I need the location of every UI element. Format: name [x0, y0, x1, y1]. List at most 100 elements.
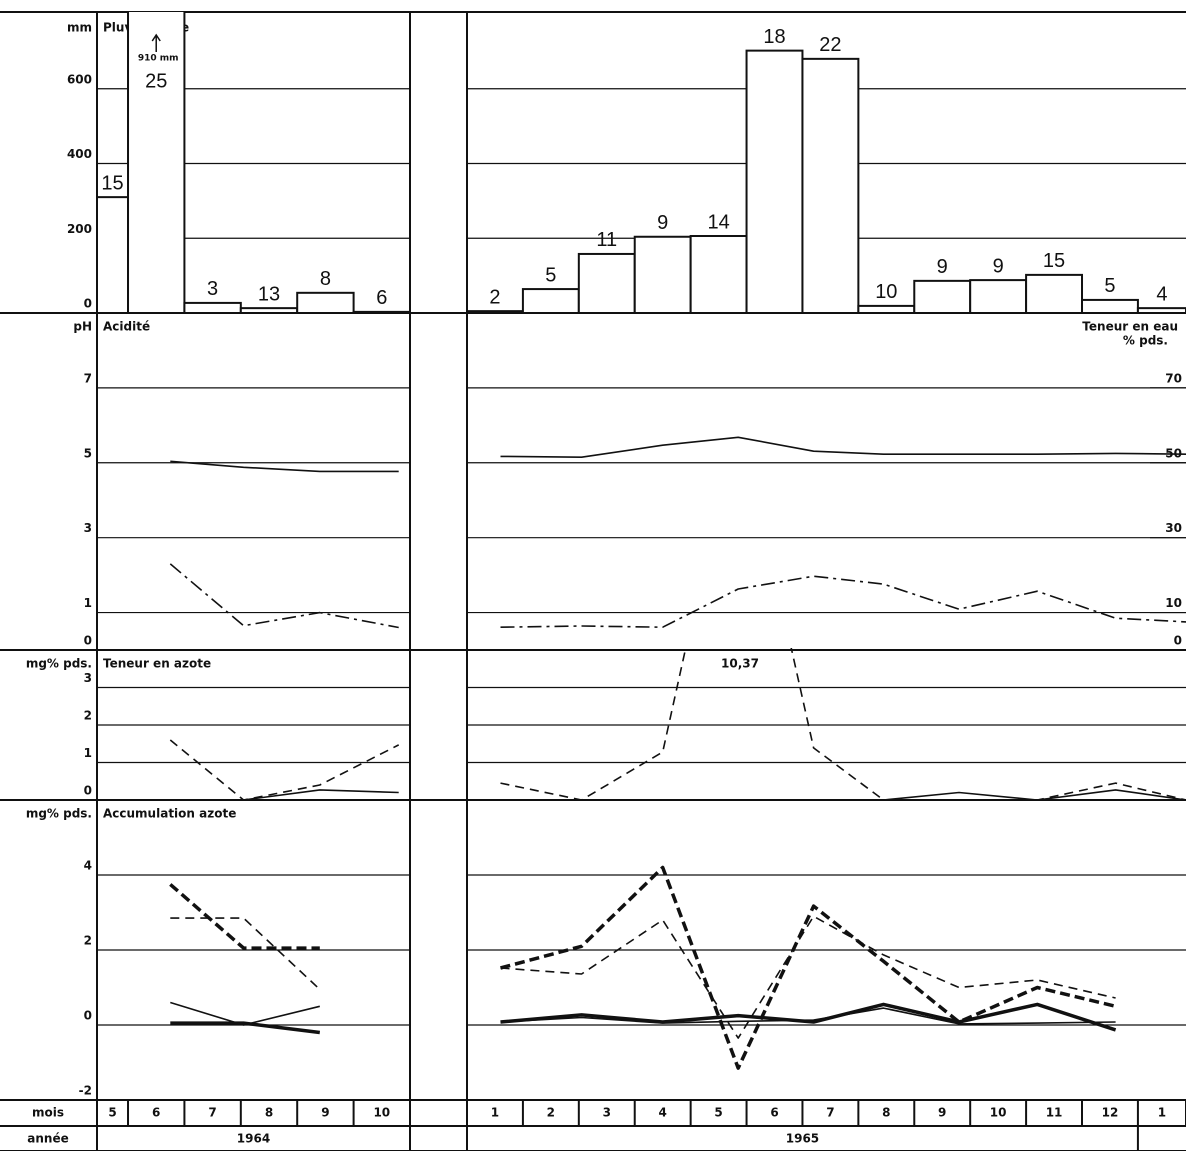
- bar: [239, 307, 299, 313]
- panel-title: Teneur en azote: [103, 657, 211, 671]
- x-axis-label: mois: [32, 1106, 64, 1120]
- bar: [521, 288, 580, 313]
- bar-days-label: 14: [707, 211, 729, 233]
- bar: [913, 279, 972, 313]
- bar-days-label: 2: [489, 286, 500, 308]
- month-label: 5: [108, 1106, 116, 1120]
- bar-days-label: 15: [1043, 250, 1065, 272]
- bar: [183, 301, 242, 313]
- data-line: [500, 1002, 1117, 1032]
- y-tick-label: 0: [84, 634, 92, 648]
- bar-days-label: 15: [101, 172, 123, 194]
- y2-axis-label: Teneur en eau: [1082, 320, 1178, 334]
- bar: [801, 57, 860, 313]
- bar: [745, 49, 804, 313]
- bar-days-label: 10: [875, 281, 897, 303]
- y-tick-label: 4: [84, 859, 92, 873]
- data-line: [169, 563, 399, 629]
- arrow: [151, 33, 161, 52]
- bar: [97, 196, 130, 313]
- y-tick-label: 3: [84, 671, 92, 685]
- bar: [633, 235, 692, 313]
- month-label: 10: [373, 1106, 390, 1120]
- bar: [857, 304, 916, 313]
- panel-title: Acidité: [103, 320, 150, 334]
- data-line: [500, 1007, 1116, 1025]
- bar-days-label: 11: [596, 229, 617, 251]
- month-label: 6: [770, 1106, 778, 1120]
- bar: [467, 310, 524, 313]
- y-axis-label: pH: [73, 320, 92, 334]
- y-axis-label: mm: [67, 21, 92, 35]
- month-label: 8: [265, 1106, 273, 1120]
- data-line: [500, 915, 1116, 1039]
- y2-axis-label: % pds.: [1123, 334, 1168, 348]
- y-tick-label: 0: [84, 297, 92, 311]
- bar-days-label: 25: [145, 70, 167, 92]
- month-label: 7: [208, 1106, 216, 1120]
- year-label: 1965: [786, 1132, 819, 1146]
- month-label: 6: [152, 1106, 160, 1120]
- y-tick-label: 3: [84, 521, 92, 535]
- y2-tick-label: 0: [1174, 634, 1182, 648]
- month-label: 1: [491, 1106, 499, 1120]
- data-line: [170, 1021, 321, 1035]
- y-tick-label: 600: [67, 72, 92, 86]
- bar: [1025, 273, 1084, 313]
- y-tick-label: 0: [84, 784, 92, 798]
- bar: [577, 252, 636, 313]
- month-label: 10: [990, 1106, 1007, 1120]
- data-line: [170, 1001, 320, 1026]
- bar: [352, 310, 410, 313]
- y2-tick-label: 30: [1165, 521, 1182, 535]
- y-axis-label: mg% pds.: [26, 657, 92, 671]
- month-label: 8: [882, 1106, 890, 1120]
- annotation: 10,37: [721, 657, 759, 671]
- bar: [127, 12, 186, 313]
- bar: [969, 279, 1028, 313]
- data-line: [169, 883, 320, 950]
- y-tick-label: 2: [84, 709, 92, 723]
- month-label: 4: [659, 1106, 667, 1120]
- y-tick-label: 1: [84, 596, 92, 610]
- bar-days-label: 5: [1104, 275, 1115, 297]
- data-line: [500, 436, 1186, 458]
- bar: [689, 235, 748, 313]
- y-tick-label: 5: [84, 446, 92, 460]
- year-label: 1964: [237, 1132, 270, 1146]
- bar: [1081, 298, 1139, 313]
- data-line: [169, 739, 400, 800]
- data-line: [170, 460, 399, 473]
- month-label: 9: [321, 1106, 329, 1120]
- month-label: 7: [826, 1106, 834, 1120]
- y-tick-label: 1: [84, 746, 92, 760]
- data-line: [883, 789, 1186, 800]
- y-tick-label: -2: [79, 1084, 92, 1098]
- y2-tick-label: 70: [1165, 371, 1182, 385]
- month-label: 2: [547, 1106, 555, 1120]
- y-axis-label: mg% pds.: [26, 807, 92, 821]
- month-label: 1: [1158, 1106, 1166, 1120]
- data-line: [170, 917, 321, 990]
- bar-days-label: 9: [937, 256, 948, 278]
- y-tick-label: 0: [84, 1009, 92, 1023]
- month-label: 11: [1046, 1106, 1063, 1120]
- bar-days-label: 13: [258, 283, 280, 305]
- data-line: [500, 648, 1186, 800]
- data-line: [243, 789, 399, 800]
- bar-days-label: 18: [763, 26, 785, 48]
- month-label: 5: [714, 1106, 722, 1120]
- bar: [296, 291, 355, 313]
- y-tick-label: 200: [67, 222, 92, 236]
- x-axis-label: année: [27, 1132, 68, 1146]
- panel-title: Accumulation azote: [103, 807, 236, 821]
- y-tick-label: 7: [84, 371, 92, 385]
- bar-days-label: 5: [545, 264, 556, 286]
- y-tick-label: 2: [84, 934, 92, 948]
- bar: [1136, 307, 1186, 313]
- bar-days-label: 9: [993, 255, 1004, 277]
- bar-days-label: 22: [819, 34, 841, 56]
- data-line: [500, 865, 1117, 1070]
- annotation: 910 mm: [138, 54, 179, 64]
